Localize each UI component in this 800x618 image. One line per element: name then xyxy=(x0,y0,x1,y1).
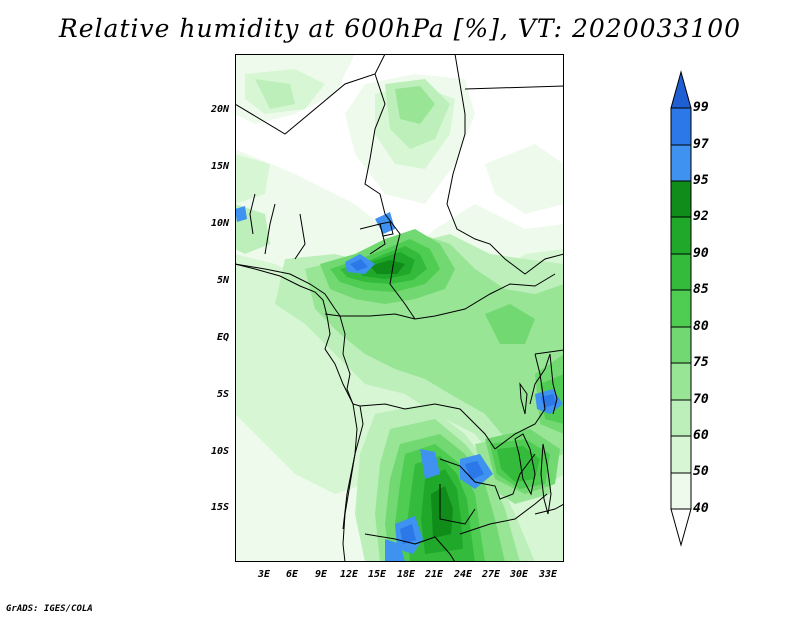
colorbar-segment xyxy=(670,144,692,182)
map-panel xyxy=(235,54,564,562)
coastline xyxy=(235,263,358,562)
chart-title: Relative humidity at 600hPa [%], VT: 202… xyxy=(58,14,742,43)
lat-label: 20N xyxy=(210,104,229,115)
colorbar-label: 97 xyxy=(693,137,709,152)
lat-label: 10S xyxy=(210,446,229,457)
lon-label: 15E xyxy=(367,569,387,580)
lat-label: EQ xyxy=(216,332,229,343)
colorbar-top-triangle xyxy=(670,70,692,109)
lon-label: 6E xyxy=(285,569,299,580)
colorbar-label: 60 xyxy=(693,428,709,443)
colorbar-segment xyxy=(670,472,692,510)
colorbar-segment xyxy=(670,289,692,328)
lon-label: 24E xyxy=(453,569,473,580)
colorbar-label: 95 xyxy=(693,173,709,188)
lat-label: 15N xyxy=(210,161,229,172)
lon-label: 12E xyxy=(339,569,359,580)
humidity-band-97 xyxy=(350,259,557,544)
colorbar-label: 99 xyxy=(693,100,709,115)
colorbar-segment xyxy=(670,253,692,291)
lon-label: 33E xyxy=(538,569,558,580)
colorbar-label: 85 xyxy=(693,282,709,297)
colorbar-bottom-triangle xyxy=(670,508,692,547)
lon-label: 30E xyxy=(509,569,529,580)
lat-label: 5S xyxy=(216,389,229,400)
lon-label: 18E xyxy=(396,569,416,580)
colorbar-label: 50 xyxy=(693,464,709,479)
lakes xyxy=(379,221,552,515)
colorbar-segment xyxy=(670,399,692,437)
colorbar-label: 80 xyxy=(693,319,709,334)
lon-label: 9E xyxy=(314,569,328,580)
colorbar-label: 92 xyxy=(693,209,709,224)
lon-label: 3E xyxy=(257,569,271,580)
colorbar-segment xyxy=(670,216,692,255)
colorbar-segment xyxy=(670,107,692,146)
colorbar-label: 40 xyxy=(693,501,709,516)
colorbar-segment xyxy=(670,362,692,401)
humidity-map xyxy=(235,54,564,562)
lat-label: 5N xyxy=(216,275,229,286)
lon-label: 21E xyxy=(424,569,444,580)
colorbar-segment xyxy=(670,180,692,218)
lat-label: 10N xyxy=(210,218,229,229)
credit-text: GrADS: IGES/COLA xyxy=(6,604,93,614)
colorbar xyxy=(670,70,692,547)
lat-label: 15S xyxy=(210,502,229,513)
lon-label: 27E xyxy=(481,569,501,580)
colorbar-label: 90 xyxy=(693,246,709,261)
map-frame xyxy=(235,54,564,562)
humidity-band-92 xyxy=(370,260,453,538)
colorbar-label: 70 xyxy=(693,392,709,407)
colorbar-segment xyxy=(670,326,692,364)
colorbar-segment xyxy=(670,435,692,474)
country-borders xyxy=(235,54,564,562)
colorbar-label: 75 xyxy=(693,355,709,370)
